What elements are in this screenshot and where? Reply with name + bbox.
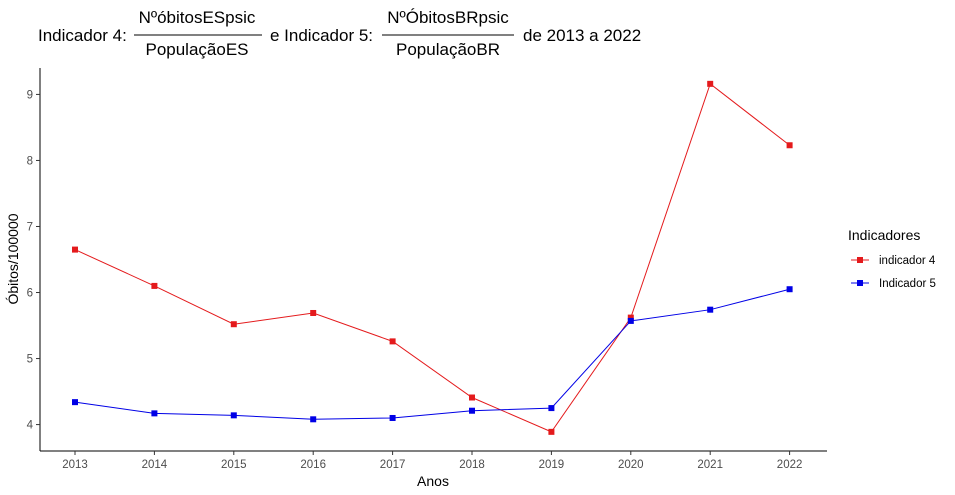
series-2-point xyxy=(389,414,396,421)
legend-key-marker xyxy=(857,257,863,263)
series-line-2 xyxy=(74,288,790,420)
y-axis-title: Óbitos/100000 xyxy=(5,213,21,304)
plot-area xyxy=(72,80,793,435)
legend-title: Indicadores xyxy=(848,227,920,243)
series-line-1 xyxy=(74,83,790,433)
series-2-point xyxy=(548,405,555,412)
series-2-point xyxy=(627,317,634,324)
series-1-point xyxy=(786,142,793,149)
y-tick-label: 4 xyxy=(27,420,34,432)
title-part-2: e Indicador 5: xyxy=(270,26,373,45)
x-tick-label: 2014 xyxy=(142,459,168,471)
y-axis-ticks: 4 5 6 7 8 9 xyxy=(27,89,40,432)
x-tick-label: 2018 xyxy=(459,459,485,471)
series-1-point xyxy=(230,321,237,328)
series-1-point xyxy=(548,428,555,435)
x-tick-label: 2015 xyxy=(221,459,247,471)
series-1-point xyxy=(469,394,475,401)
x-tick-label: 2019 xyxy=(539,459,565,471)
y-tick-label: 9 xyxy=(27,89,33,101)
y-tick-label: 5 xyxy=(27,354,33,366)
title-fraction-1-denominator: PopulaçãoES xyxy=(145,40,248,59)
series-1-point xyxy=(151,282,158,289)
series-2-point xyxy=(707,306,714,313)
x-tick-label: 2022 xyxy=(777,459,803,471)
x-tick-label: 2017 xyxy=(380,459,406,471)
title-fraction-2-numerator: NºÓbitosBRpsic xyxy=(387,8,509,27)
y-tick-label: 7 xyxy=(27,221,33,233)
series-1-point xyxy=(72,246,78,253)
x-tick-label: 2013 xyxy=(62,459,88,471)
series-2-point xyxy=(230,412,237,419)
series-1-point xyxy=(707,80,714,87)
legend-label: indicador 4 xyxy=(879,255,936,267)
series-1-point xyxy=(310,309,317,316)
series-2-point xyxy=(151,410,158,417)
series-2-point xyxy=(786,286,793,293)
series-1-point xyxy=(627,314,634,321)
title-part-1: Indicador 4: xyxy=(38,26,127,45)
y-tick-label: 8 xyxy=(27,155,33,167)
x-tick-label: 2021 xyxy=(697,459,723,471)
chart-title: Indicador 4: NºóbitosESpsic PopulaçãoES … xyxy=(38,8,641,59)
title-part-3: de 2013 a 2022 xyxy=(523,26,641,45)
legend-label: Indicador 5 xyxy=(879,278,936,290)
legend-key-marker xyxy=(857,280,863,286)
legend: Indicadores indicador 4 Indicador 5 xyxy=(848,227,936,290)
x-axis-title: Anos xyxy=(417,473,449,489)
series-1-point xyxy=(389,338,396,345)
x-tick-label: 2020 xyxy=(618,459,644,471)
title-fraction-2-denominator: PopulaçãoBR xyxy=(396,40,500,59)
title-fraction-1-numerator: NºóbitosESpsic xyxy=(139,8,256,27)
y-tick-label: 6 xyxy=(27,288,33,300)
series-2-point xyxy=(310,416,317,423)
x-tick-label: 2016 xyxy=(300,459,326,471)
x-axis-ticks: 2013 2014 2015 2016 2017 2018 2019 2020 2021 2022 xyxy=(62,451,802,471)
series-2-point xyxy=(72,399,78,406)
series-2-point xyxy=(469,407,475,414)
